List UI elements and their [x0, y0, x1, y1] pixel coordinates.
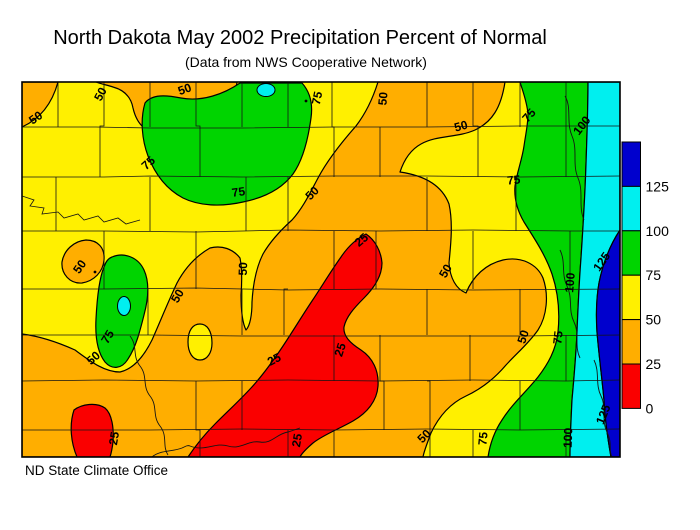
- county-line: [195, 381, 201, 457]
- page-subtitle: (Data from NWS Cooperative Network): [185, 54, 427, 70]
- county-boundaries: [22, 82, 620, 457]
- lake-southwest: [117, 296, 131, 316]
- river-lines: [129, 95, 613, 457]
- county-line: [379, 335, 385, 430]
- contour-label-50: 50: [168, 286, 187, 305]
- legend-tick-75: 75: [646, 267, 662, 283]
- legend-tick-100: 100: [646, 223, 670, 239]
- legend-tick-125: 125: [646, 178, 670, 194]
- legend-swatch-orange: [621, 319, 641, 365]
- legend-swatch-red: [621, 363, 641, 409]
- contour-label-25: 25: [331, 341, 349, 358]
- contour-label-75: 75: [231, 184, 246, 200]
- region-red-southwest-blob: [70, 403, 114, 457]
- legend-tick-25: 25: [646, 356, 662, 372]
- credit-text: ND State Climate Office: [25, 463, 169, 478]
- county-line: [195, 82, 201, 177]
- contour-label-75: 75: [309, 90, 326, 106]
- contour-label-75: 75: [475, 431, 490, 446]
- map-border: [21, 81, 621, 458]
- contour-label-50: 50: [375, 91, 390, 106]
- river-line: [559, 249, 581, 359]
- contour-label-50: 50: [91, 85, 110, 104]
- county-line: [22, 175, 620, 178]
- contour-label-25: 25: [106, 430, 122, 446]
- legend-swatch-cyan: [621, 185, 641, 232]
- lake-north: [256, 83, 276, 97]
- contour-label-75: 75: [550, 330, 565, 345]
- county-line: [22, 229, 620, 233]
- county-line: [331, 82, 335, 177]
- station-dot: [304, 99, 308, 103]
- legend-swatch-yellow: [621, 274, 641, 321]
- region-green-north-central: [141, 82, 313, 206]
- county-line: [472, 82, 479, 177]
- contour-label-50: 50: [514, 328, 532, 345]
- contour-label-75: 75: [506, 172, 521, 187]
- river-line: [151, 427, 301, 457]
- county-line: [283, 288, 288, 335]
- station-dot: [93, 270, 97, 274]
- legend-swatch-blue: [621, 141, 641, 187]
- county-line: [22, 195, 141, 225]
- region-yellow-oval-hole: [187, 323, 213, 361]
- legend-tick-0: 0: [646, 400, 654, 416]
- county-line: [99, 82, 105, 177]
- contour-label-50: 50: [453, 118, 470, 135]
- contour-label-50: 50: [436, 261, 455, 280]
- river-line: [593, 359, 613, 457]
- legend-tick-50: 50: [646, 312, 662, 328]
- contour-label-50: 50: [236, 262, 250, 276]
- contour-label-50: 50: [176, 80, 194, 98]
- contour-label-25: 25: [289, 432, 305, 448]
- contour-label-100: 100: [562, 272, 578, 293]
- contour-label-100: 100: [561, 427, 576, 448]
- contour-label-25: 25: [265, 350, 284, 369]
- page-title: North Dakota May 2002 Precipitation Perc…: [53, 27, 547, 49]
- county-line: [427, 380, 431, 457]
- region-blue-east-band: [595, 229, 620, 457]
- river-line: [129, 335, 169, 456]
- legend: 125 100 75 50 25 0: [621, 141, 670, 416]
- legend-swatch-green: [621, 230, 641, 276]
- river-line: [564, 95, 585, 221]
